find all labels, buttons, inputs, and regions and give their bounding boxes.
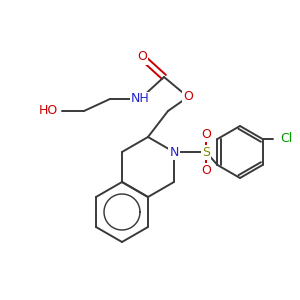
Text: N: N xyxy=(169,146,178,158)
Text: HO: HO xyxy=(39,104,58,118)
Text: O: O xyxy=(201,164,211,176)
Text: Cl: Cl xyxy=(280,133,293,146)
Text: O: O xyxy=(183,91,193,103)
Text: O: O xyxy=(201,128,211,140)
Text: O: O xyxy=(137,50,147,64)
Text: S: S xyxy=(202,146,210,158)
Text: NH: NH xyxy=(130,92,149,106)
